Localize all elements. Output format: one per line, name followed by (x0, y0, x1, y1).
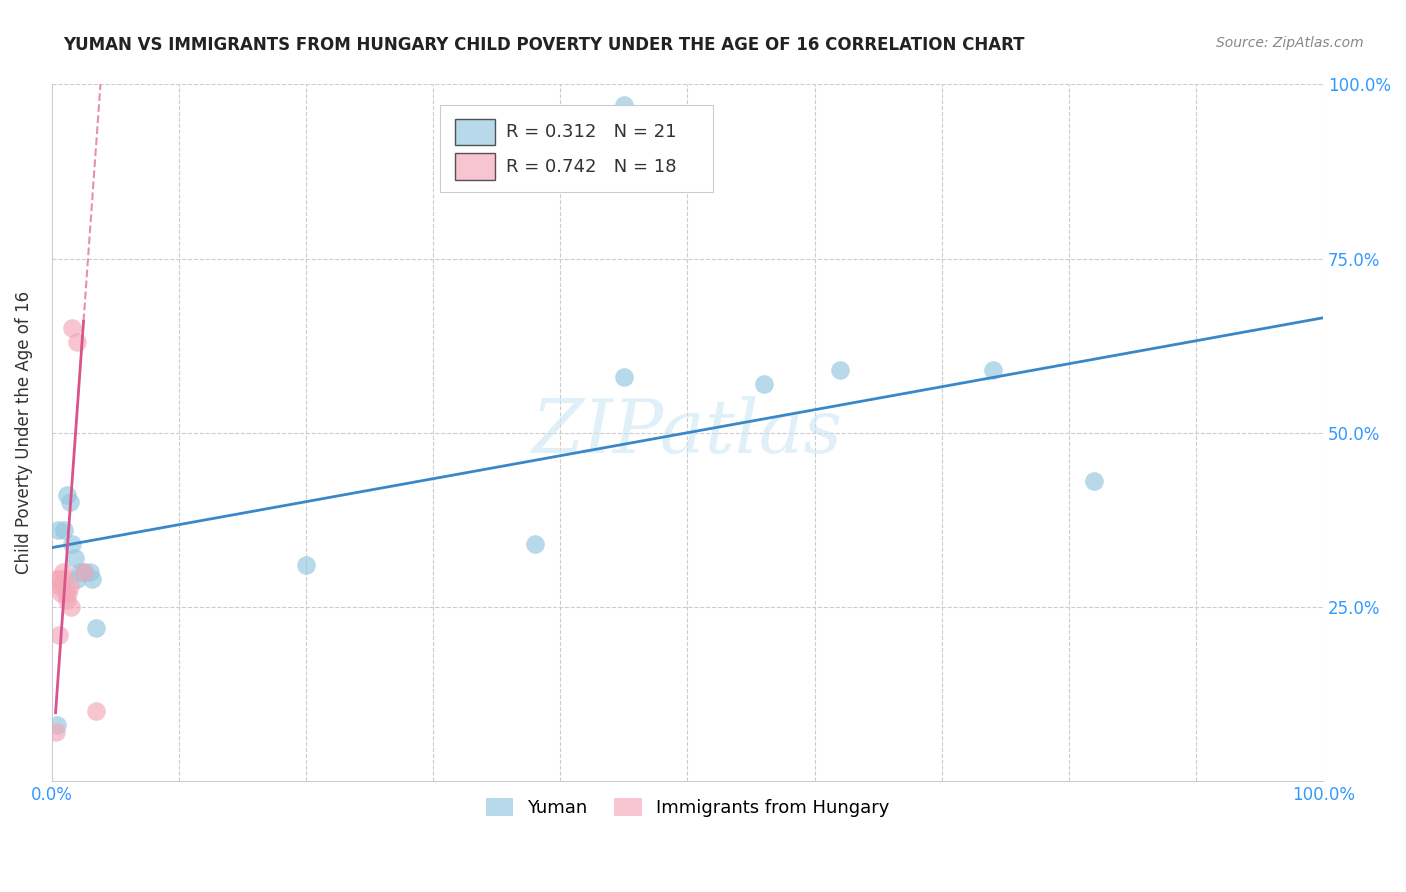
Point (59, 599, 82, 614)
Point (53, 572, 76, 586)
Point (613, 370, 636, 384)
Point (66, 572, 89, 586)
Point (295, 558, 318, 572)
Point (981, 363, 1004, 377)
Text: R = 0.742   N = 18: R = 0.742 N = 18 (506, 158, 676, 176)
Point (56, 593, 79, 607)
Point (46, 523, 69, 537)
Point (1083, 475, 1105, 489)
Point (58, 579, 80, 593)
Point (56, 488, 79, 502)
Point (523, 537, 546, 551)
Point (45, 718, 67, 732)
Text: R = 0.312   N = 21: R = 0.312 N = 21 (506, 123, 676, 141)
Point (46, 572, 69, 586)
Y-axis label: Child Poverty Under the Age of 16: Child Poverty Under the Age of 16 (15, 291, 32, 574)
Point (48, 628, 70, 642)
Point (72, 565, 94, 579)
Point (84, 621, 107, 635)
Point (72, 565, 94, 579)
Legend: Yuman, Immigrants from Hungary: Yuman, Immigrants from Hungary (478, 790, 897, 824)
Point (828, 363, 851, 377)
Point (55, 586, 77, 600)
FancyBboxPatch shape (454, 119, 495, 145)
Point (45, 572, 67, 586)
Point (58, 495, 80, 509)
Point (49, 586, 72, 600)
Point (69, 565, 91, 579)
Text: Source: ZipAtlas.com: Source: ZipAtlas.com (1216, 36, 1364, 50)
Point (60, 537, 83, 551)
Point (66, 335, 89, 350)
FancyBboxPatch shape (440, 105, 713, 193)
Point (51, 579, 73, 593)
Point (63, 551, 86, 566)
Point (60, 321, 83, 335)
Point (52, 565, 75, 579)
Point (752, 376, 775, 391)
Text: YUMAN VS IMMIGRANTS FROM HUNGARY CHILD POVERTY UNDER THE AGE OF 16 CORRELATION C: YUMAN VS IMMIGRANTS FROM HUNGARY CHILD P… (63, 36, 1025, 54)
Point (58, 586, 80, 600)
Point (53, 523, 76, 537)
Point (45, 725, 67, 739)
Point (84, 704, 107, 718)
Point (48, 579, 70, 593)
Point (82, 572, 104, 586)
Point (613, 98, 636, 112)
Text: ZIPatlas: ZIPatlas (531, 396, 844, 469)
Point (79, 565, 101, 579)
FancyBboxPatch shape (454, 153, 495, 180)
